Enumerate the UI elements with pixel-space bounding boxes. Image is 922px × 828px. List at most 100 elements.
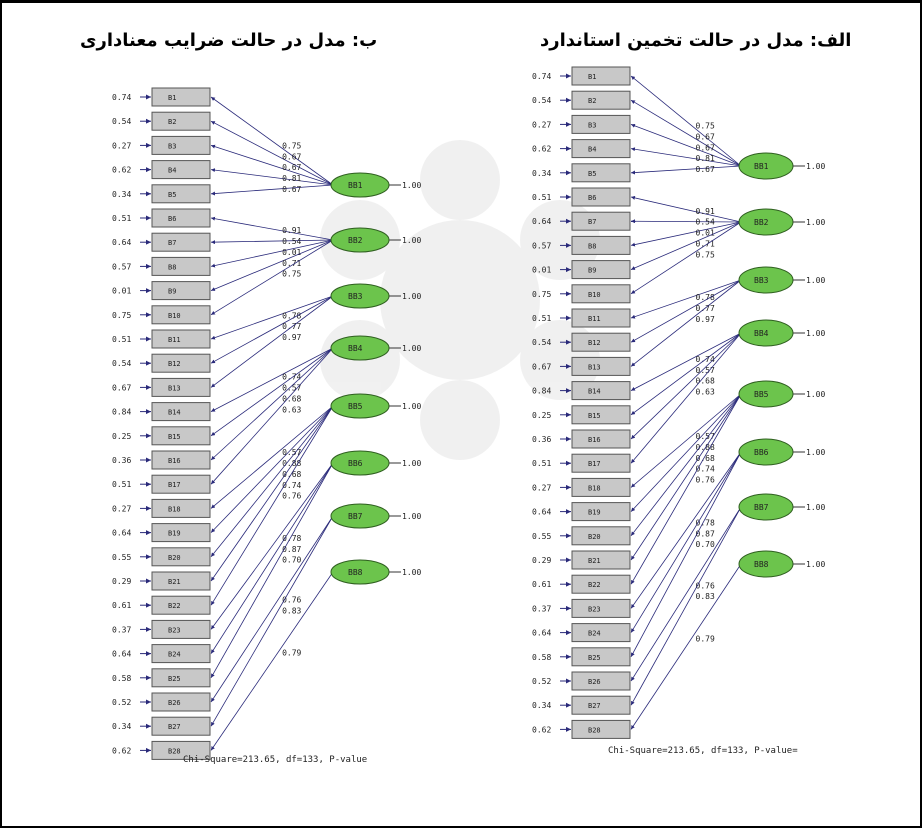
- indicator-label: B18: [168, 505, 181, 513]
- indicator-box: [151, 668, 211, 688]
- indicator-label: B21: [168, 578, 181, 586]
- latent-variance: 1.00: [402, 181, 421, 190]
- indicator-B22: B22 0.61: [532, 574, 631, 594]
- indicator-box: [571, 66, 631, 86]
- error-variance: 0.27: [112, 141, 131, 150]
- loading-value: 0.87: [282, 545, 301, 554]
- indicator-B2: B2 0.54: [112, 111, 211, 131]
- fit-statistics: Chi-Square=213.65, df=133, P-value=: [608, 746, 798, 756]
- loading-arrow: [210, 239, 334, 268]
- indicator-label: B17: [588, 460, 601, 468]
- indicator-label: B24: [588, 630, 601, 638]
- latent-variance: 1.00: [806, 276, 825, 285]
- indicator-B22: B22 0.61: [112, 595, 211, 615]
- indicator-box: [151, 523, 211, 543]
- error-variance: 0.57: [112, 262, 131, 271]
- indicator-label: B26: [168, 699, 181, 707]
- indicator-box: [571, 332, 631, 352]
- indicator-label: B12: [168, 360, 181, 368]
- indicator-B21: B21 0.29: [532, 550, 631, 570]
- indicator-box: [151, 184, 211, 204]
- indicator-label: B3: [588, 121, 596, 129]
- error-variance: 0.62: [532, 725, 551, 734]
- indicator-B15: B15 0.25: [112, 426, 211, 446]
- indicator-box: [151, 692, 211, 712]
- indicator-box: [571, 477, 631, 497]
- indicator-B14: B14 0.84: [112, 402, 211, 422]
- indicator-B26: B26 0.52: [532, 671, 631, 691]
- loading-value: 0.79: [696, 634, 715, 643]
- indicator-box: [151, 87, 211, 107]
- loading-value: 0.57: [282, 384, 301, 393]
- title-standard-model: الف: مدل در حالت تخمین استاندارد: [540, 30, 852, 51]
- loading-value: 0.76: [282, 596, 301, 605]
- loading-arrow: [210, 347, 334, 461]
- loading-value: 0.97: [282, 333, 301, 342]
- loading-value: 0.78: [282, 534, 301, 543]
- indicator-label: B28: [588, 726, 601, 734]
- error-variance: 0.34: [532, 169, 551, 178]
- latent-variance: 1.00: [402, 459, 421, 468]
- indicator-B18: B18 0.27: [532, 477, 631, 497]
- latent-label: BB2: [754, 218, 769, 227]
- loading-value: 0.75: [282, 141, 301, 150]
- loading-arrow: [630, 279, 742, 319]
- loading-arrow: [210, 515, 334, 727]
- indicator-B17: B17 0.51: [112, 474, 211, 494]
- indicator-box: [571, 308, 631, 328]
- indicator-B28: B28 0.62: [532, 719, 631, 739]
- latent-label: BB1: [348, 181, 363, 190]
- loading-arrow: [210, 120, 334, 186]
- indicator-label: B7: [168, 239, 176, 247]
- indicator-B5: B5 0.34: [112, 184, 211, 204]
- indicator-B25: B25 0.58: [112, 668, 211, 688]
- indicator-label: B28: [168, 747, 181, 755]
- indicator-box: [151, 716, 211, 736]
- latent-BB1: BB1 1.00: [330, 172, 421, 198]
- indicator-label: B11: [588, 315, 601, 323]
- latent-variance: 1.00: [402, 402, 421, 411]
- indicator-label: B23: [168, 626, 181, 634]
- indicator-B16: B16 0.36: [532, 429, 631, 449]
- error-variance: 0.55: [112, 553, 131, 562]
- latent-BB6: BB6 1.00: [738, 438, 825, 466]
- indicator-box: [571, 647, 631, 667]
- indicator-label: B21: [588, 557, 601, 565]
- latent-variance: 1.00: [806, 329, 825, 338]
- indicator-box: [151, 329, 211, 349]
- latent-variance: 1.00: [806, 560, 825, 569]
- loading-value: 0.91: [696, 207, 715, 216]
- error-variance: 0.67: [112, 383, 131, 392]
- loading-arrow: [210, 462, 334, 678]
- loading-arrow: [630, 332, 742, 440]
- indicator-B1: B1 0.74: [112, 87, 211, 107]
- indicator-box: [151, 256, 211, 276]
- error-variance: 0.84: [112, 408, 131, 417]
- indicator-box: [151, 426, 211, 446]
- latent-variance: 1.00: [806, 448, 825, 457]
- indicator-box: [151, 450, 211, 470]
- indicator-B5: B5 0.34: [532, 163, 631, 183]
- indicator-B28: B28 0.62: [112, 740, 211, 760]
- latent-BB5: BB5 1.00: [330, 393, 421, 419]
- latent-variance: 1.00: [402, 512, 421, 521]
- error-variance: 0.25: [112, 432, 131, 441]
- indicator-label: B20: [168, 554, 181, 562]
- error-variance: 0.84: [532, 387, 551, 396]
- latent-variance: 1.00: [806, 218, 825, 227]
- loading-paths: 0.750.670.670.810.670.910.540.010.710.75…: [630, 75, 742, 730]
- indicator-B4: B4 0.62: [532, 139, 631, 159]
- indicator-B4: B4 0.62: [112, 160, 211, 180]
- loading-arrow: [210, 239, 334, 316]
- loading-value: 0.67: [282, 185, 301, 194]
- indicator-label: B18: [588, 484, 601, 492]
- indicator-label: B19: [588, 509, 601, 517]
- error-variance: 0.61: [112, 601, 131, 610]
- error-variance: 0.51: [532, 193, 551, 202]
- error-variance: 0.54: [532, 96, 551, 105]
- loading-arrow: [630, 75, 742, 167]
- indicator-label: B20: [588, 533, 601, 541]
- indicator-label: B13: [588, 363, 601, 371]
- indicator-B17: B17 0.51: [532, 453, 631, 473]
- indicator-B24: B24 0.64: [112, 644, 211, 664]
